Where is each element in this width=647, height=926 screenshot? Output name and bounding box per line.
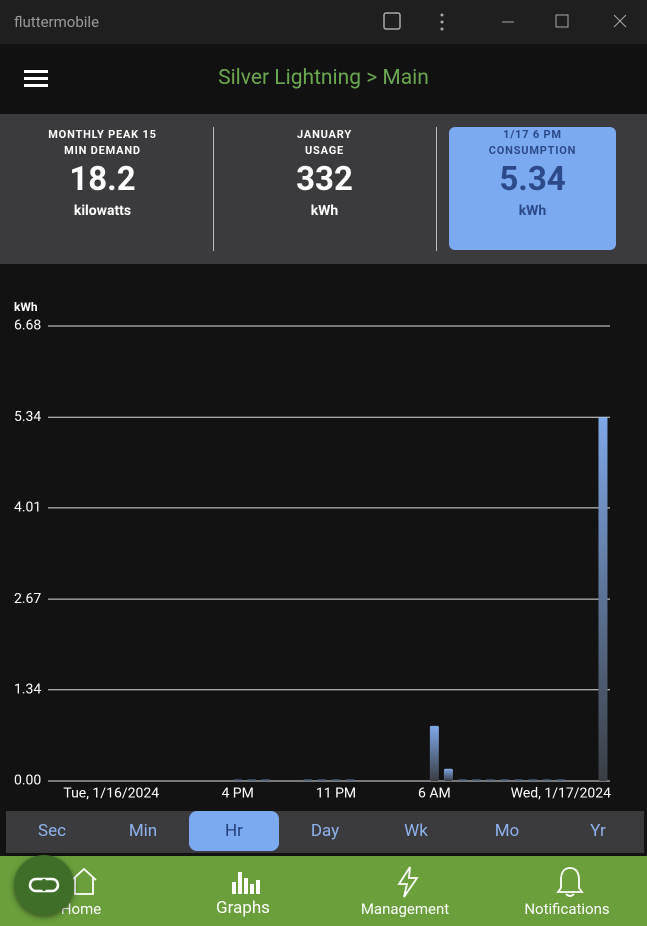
menu-button[interactable] (24, 70, 48, 88)
y-tick-label: 0.00 (14, 773, 41, 789)
stat-value: 5.34 (499, 160, 566, 199)
period-button[interactable]: Yr (590, 821, 606, 841)
nav-icon (397, 866, 419, 898)
stat-card: JANUARY USAGE 332 kWh (241, 127, 408, 250)
stat-label: 1/17 6 PM CONSUMPTION (488, 128, 577, 157)
period-button[interactable]: Hr (189, 811, 279, 851)
x-tick-label: 4 PM (221, 786, 253, 802)
period-button[interactable]: Wk (404, 821, 428, 841)
nav-item[interactable]: Management (324, 856, 486, 926)
nav-icon (232, 872, 260, 894)
bottom-nav: Home Graphs Management Notifications (0, 856, 647, 926)
window-title: fluttermobile (14, 13, 100, 31)
stat-unit: kWh (310, 203, 339, 219)
y-axis-label: kWh (14, 300, 38, 314)
period-button[interactable]: Day (310, 821, 340, 841)
period-button[interactable]: Sec (37, 821, 66, 841)
period-button[interactable]: Mo (494, 821, 520, 841)
bar (500, 779, 510, 781)
nav-icon (556, 867, 584, 897)
bar (233, 779, 243, 781)
app-bar: Silver Lightning > Main (0, 44, 647, 114)
x-tick-label: Wed, 1/17/2024 (511, 786, 612, 802)
period-selector: Sec Min Hr Day Wk Mo Yr (6, 811, 644, 853)
stats-panel: MONTHLY PEAK 15 MIN DEMAND 18.2 kilowatt… (0, 114, 647, 264)
y-tick-label: 2.67 (14, 591, 41, 607)
stat-value: 332 (296, 160, 353, 199)
nav-icon (71, 867, 97, 895)
bar (429, 725, 439, 781)
bar (443, 768, 453, 781)
bar (261, 779, 271, 781)
bar (472, 779, 482, 781)
bar (556, 779, 566, 781)
chart: kWh 0.00 1.34 2.67 4.01 5.34 6.68 Tue, 1/16/20… (14, 300, 612, 802)
y-tick-label: 1.34 (14, 681, 41, 697)
bar (457, 779, 467, 781)
x-tick-label: Tue, 1/16/2024 (63, 786, 159, 802)
nav-label: Graphs (216, 898, 270, 918)
bar (528, 779, 538, 781)
bar (317, 779, 327, 781)
y-tick-label: 4.01 (14, 500, 41, 516)
stat-unit: kWh (518, 203, 547, 219)
nav-label: Notifications (524, 900, 610, 918)
x-tick-label: 11 PM (316, 786, 356, 802)
x-tick-label: 6 AM (418, 786, 451, 802)
stat-unit: kilowatts (73, 203, 132, 219)
bar (303, 779, 313, 781)
page-title: Silver Lightning > Main (218, 66, 429, 90)
bar (247, 779, 257, 781)
bar (514, 779, 524, 781)
stat-card: 1/17 6 PM CONSUMPTION 5.34 kWh (449, 127, 616, 250)
fab-icon (28, 877, 60, 893)
nav-label: Management (360, 900, 450, 918)
nav-item[interactable]: Notifications (486, 856, 647, 926)
bar (542, 779, 552, 781)
bar (598, 417, 608, 781)
stat-value: 18.2 (69, 160, 136, 199)
period-button[interactable]: Min (128, 821, 158, 841)
y-tick-label: 5.34 (14, 409, 41, 425)
stat-label: MONTHLY PEAK 15 MIN DEMAND (48, 128, 157, 157)
stat-card: MONTHLY PEAK 15 MIN DEMAND 18.2 kilowatt… (19, 127, 186, 250)
nav-item[interactable]: Home (0, 856, 162, 926)
nav-label: Home (60, 900, 102, 918)
nav-item[interactable]: Graphs (162, 856, 324, 926)
divider (436, 127, 437, 251)
y-tick-label: 6.68 (14, 318, 41, 334)
title-bar: fluttermobile (0, 0, 647, 44)
bar (345, 779, 355, 781)
divider (213, 127, 214, 251)
stat-label: JANUARY USAGE (297, 128, 352, 157)
bar (331, 779, 341, 781)
floating-button[interactable] (14, 855, 74, 915)
bar (486, 779, 496, 781)
window-controls[interactable] (380, 10, 630, 34)
